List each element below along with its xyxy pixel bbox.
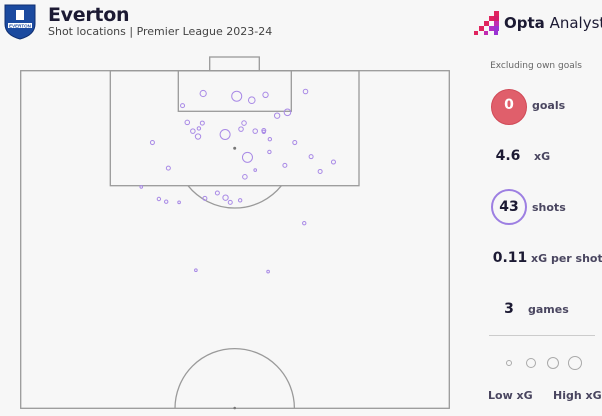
shot-marker	[238, 126, 244, 132]
shot-marker	[139, 185, 144, 189]
goals-value: 0	[504, 97, 514, 113]
xg-per-shot-value: 0.11	[492, 250, 528, 266]
shot-marker	[199, 120, 205, 126]
shot-marker	[196, 126, 202, 131]
shot-marker	[237, 198, 243, 203]
shot-marker	[222, 194, 229, 201]
penalty-arc	[187, 185, 282, 209]
legend-low-xg: Low xG	[488, 389, 533, 402]
shot-marker	[252, 128, 258, 134]
legend-circle-xs	[506, 360, 512, 366]
centre-spot	[233, 406, 236, 410]
legend-high-xg: High xG	[553, 389, 602, 402]
shot-marker	[199, 89, 207, 98]
excluding-own-goals-note: Excluding own goals	[490, 61, 582, 71]
opta-analyst-logo: Opta Analyst	[474, 11, 602, 37]
svg-text:EVERTON: EVERTON	[9, 23, 31, 28]
shots-badge	[491, 189, 527, 225]
logo-light-text: Analyst	[549, 14, 602, 32]
shot-marker	[231, 90, 243, 102]
penalty-box	[109, 70, 360, 187]
legend-circle-sm	[526, 358, 536, 368]
shot-marker	[262, 91, 269, 99]
shot-marker	[282, 162, 288, 168]
page-title: Everton	[48, 4, 130, 26]
shot-marker	[266, 269, 270, 274]
shot-marker	[302, 88, 309, 95]
xg-label: xG	[534, 150, 551, 163]
shot-marker	[165, 165, 171, 171]
shot-marker	[273, 112, 281, 119]
shot-marker	[219, 128, 231, 140]
shot-map-pitch	[20, 56, 450, 410]
shot-marker	[261, 127, 267, 133]
shot-marker	[177, 200, 181, 205]
shot-marker	[164, 199, 169, 204]
games-value: 3	[504, 301, 514, 317]
shot-marker	[302, 221, 307, 226]
shot-marker	[317, 168, 323, 174]
shot-marker	[253, 168, 258, 172]
shot-marker	[180, 103, 186, 109]
shot-marker	[308, 154, 314, 160]
penalty-spot	[233, 146, 237, 150]
centre-circle	[174, 347, 296, 409]
logo-bold-text: Opta	[504, 14, 545, 32]
shot-marker	[267, 149, 272, 155]
everton-crest-logo: EVERTON	[4, 4, 36, 40]
shot-marker	[242, 174, 248, 180]
shot-marker	[214, 190, 220, 196]
shot-marker	[227, 199, 233, 205]
xg-value: 4.6	[495, 148, 521, 164]
divider	[489, 335, 595, 336]
xg-size-legend	[506, 356, 582, 370]
page-subtitle: Shot locations | Premier League 2023-24	[48, 25, 273, 38]
legend-circle-lg	[568, 356, 582, 370]
shot-marker	[241, 120, 247, 126]
shot-marker	[194, 133, 202, 140]
shot-marker	[247, 96, 256, 105]
shot-marker	[267, 137, 273, 142]
xg-per-shot-label: xG per shot	[531, 252, 602, 265]
shot-marker	[149, 140, 155, 146]
shots-label: shots	[532, 201, 566, 214]
six-yard-box	[177, 70, 292, 112]
shot-marker	[202, 195, 208, 201]
shot-marker	[283, 108, 292, 117]
goal	[209, 56, 260, 72]
goals-badge	[491, 89, 527, 125]
shot-marker	[156, 196, 162, 202]
shot-marker	[190, 128, 196, 134]
shot-marker	[184, 119, 191, 126]
shot-marker	[261, 129, 267, 135]
opta-logo-icon	[474, 11, 499, 35]
shot-marker	[292, 140, 298, 146]
pitch-outline	[20, 70, 450, 409]
games-label: games	[528, 303, 569, 316]
legend-circle-md	[547, 357, 559, 369]
shot-marker	[194, 268, 198, 273]
shot-marker	[330, 159, 336, 165]
goals-label: goals	[532, 99, 566, 112]
shot-marker	[241, 151, 253, 163]
shots-value: 43	[499, 199, 519, 215]
